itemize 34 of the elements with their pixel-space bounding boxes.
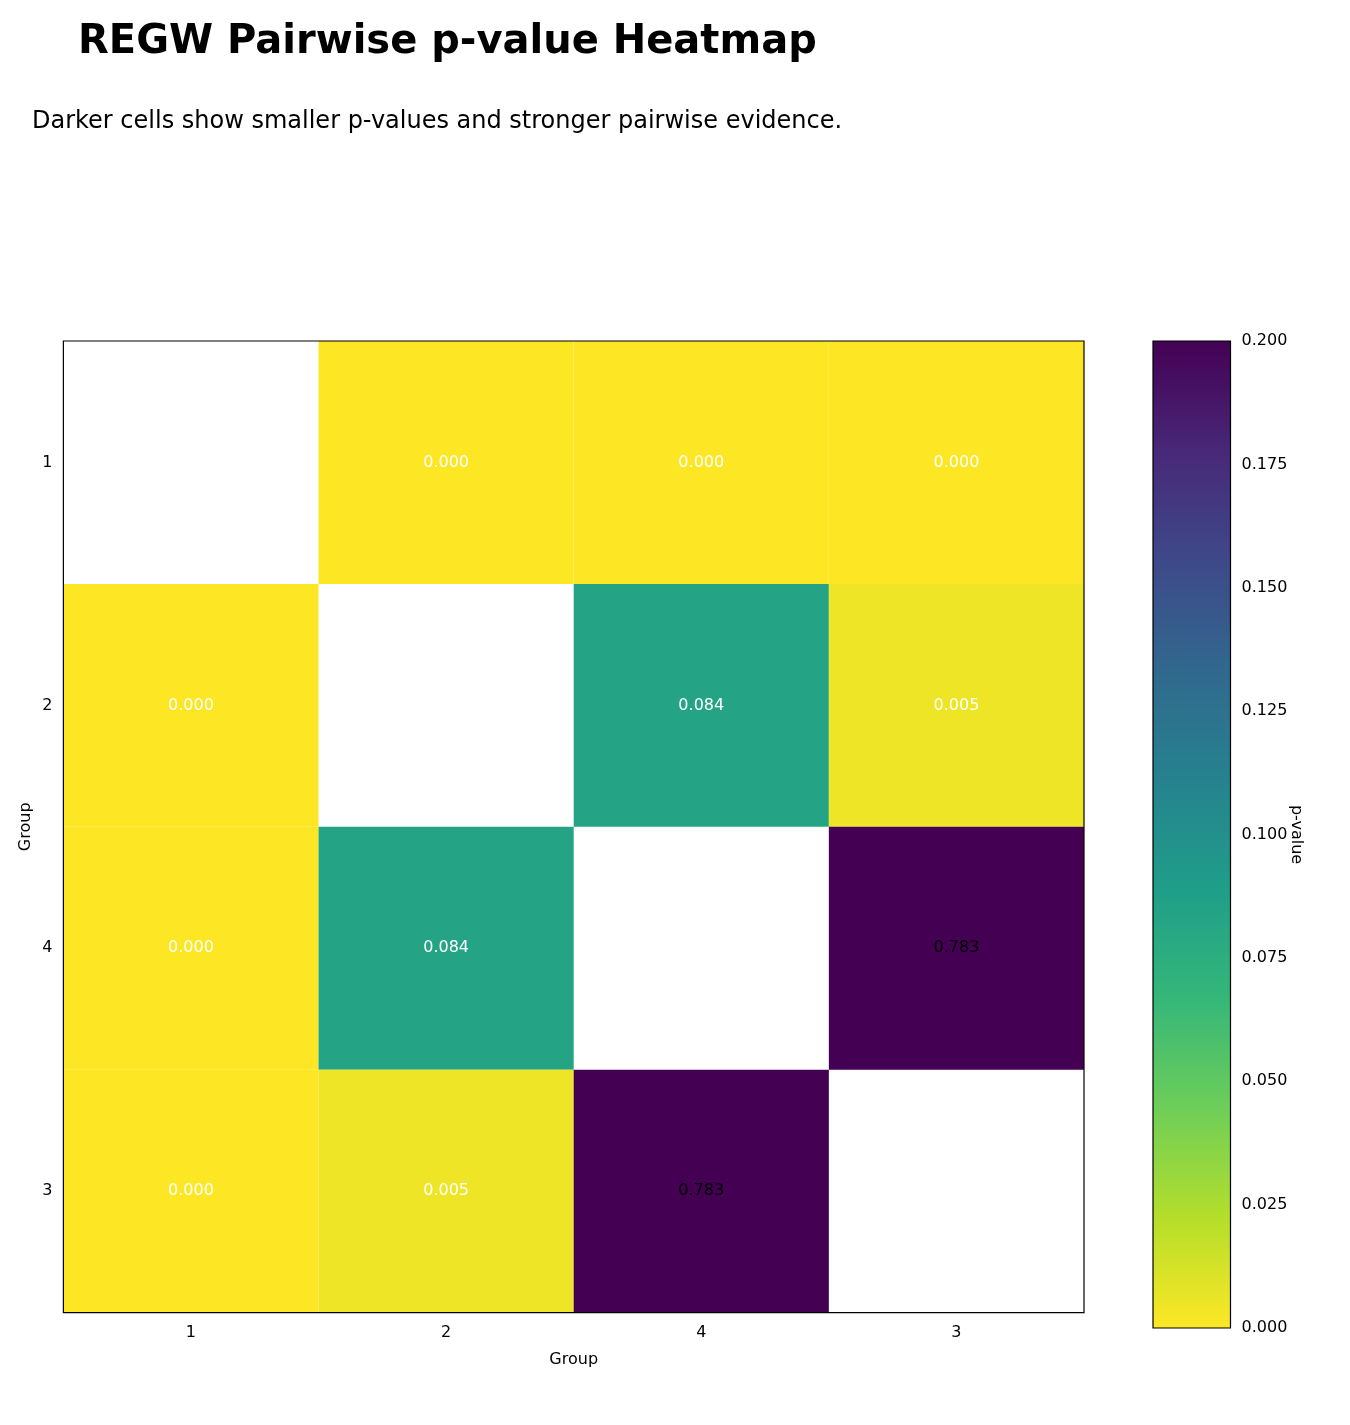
data-label: 0.000 bbox=[168, 1180, 214, 1200]
x-axis-title: Group bbox=[549, 1348, 599, 1368]
data-label: 0.005 bbox=[423, 1180, 470, 1200]
data-label: 0.783 bbox=[678, 1180, 725, 1200]
color-bar-label: 0.200 bbox=[1241, 330, 1288, 350]
x-tick-label: 4 bbox=[696, 1322, 707, 1342]
color-bar-label: 0.175 bbox=[1241, 453, 1288, 473]
data-label: 0.084 bbox=[423, 937, 470, 957]
y-tick-label: 3 bbox=[42, 1180, 53, 1200]
data-label: 0.000 bbox=[423, 451, 470, 471]
x-tick-label: 2 bbox=[441, 1322, 452, 1342]
y-axis-title: Group bbox=[14, 802, 34, 852]
data-label: 0.000 bbox=[168, 937, 214, 957]
data-label: 0.000 bbox=[678, 451, 725, 471]
color-bar-label: 0.050 bbox=[1241, 1070, 1288, 1090]
x-tick-label: 3 bbox=[951, 1322, 962, 1342]
y-tick-label: 4 bbox=[42, 937, 53, 957]
chart-title: REGW Pairwise p-value Heatmap bbox=[78, 16, 817, 62]
color-bar-title: p-value bbox=[1288, 804, 1308, 865]
data-label: 0.000 bbox=[168, 694, 214, 714]
y-tick-label: 1 bbox=[42, 451, 53, 471]
color-bar-label: 0.000 bbox=[1241, 1317, 1288, 1337]
color-bar-label: 0.075 bbox=[1241, 947, 1288, 967]
x-tick-label: 1 bbox=[185, 1322, 197, 1342]
color-bar-label: 0.125 bbox=[1241, 700, 1288, 720]
color-bar-label: 0.025 bbox=[1241, 1193, 1288, 1213]
color-bar-label: 0.150 bbox=[1241, 576, 1288, 596]
y-tick-label: 2 bbox=[42, 694, 53, 714]
data-label: 0.000 bbox=[933, 451, 980, 471]
data-label: 0.005 bbox=[933, 694, 980, 714]
chart-subtitle: Darker cells show smaller p-values and stronger pairwise evidence. bbox=[32, 106, 843, 134]
color-bar-label: 0.100 bbox=[1241, 823, 1288, 843]
data-label: 0.084 bbox=[678, 694, 725, 714]
data-label: 0.783 bbox=[933, 937, 980, 957]
